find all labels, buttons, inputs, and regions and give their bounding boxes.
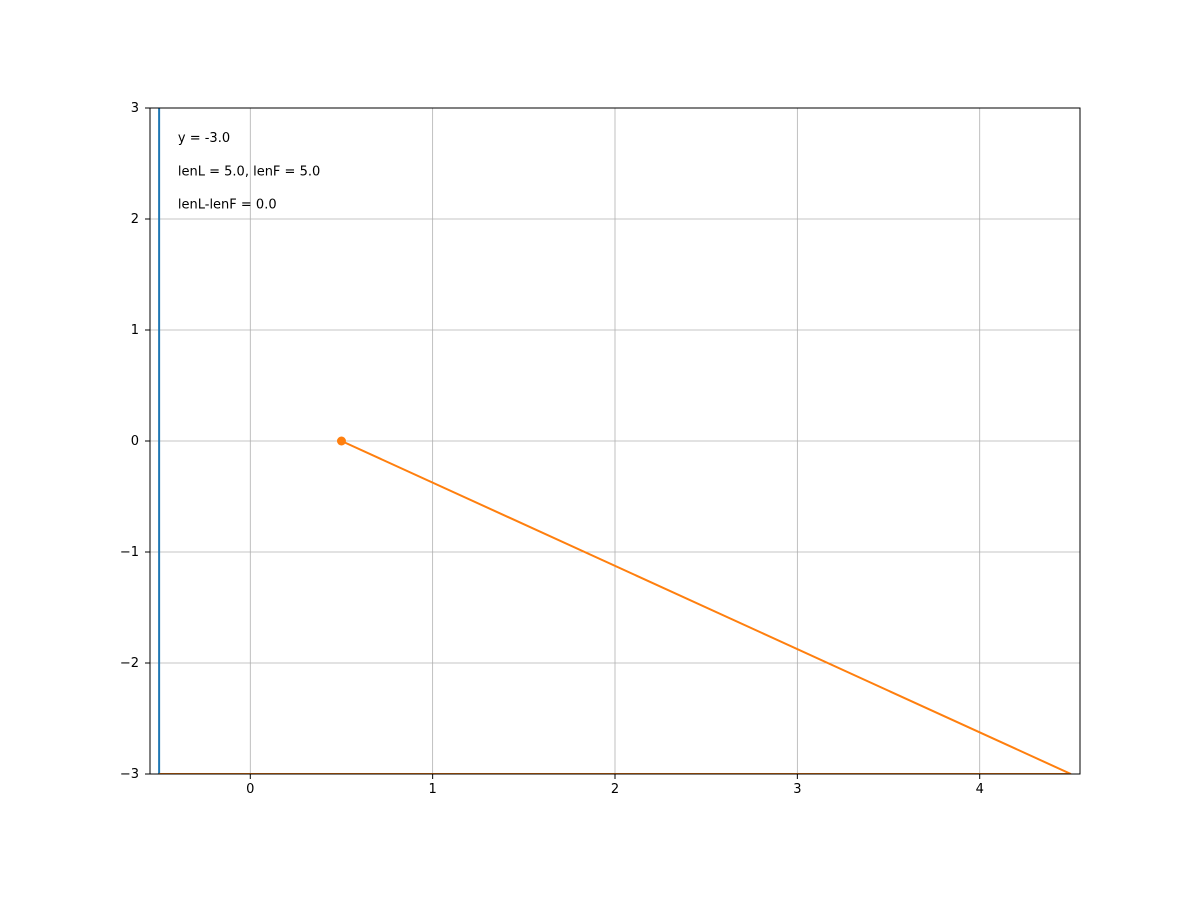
x-tick-label: 2 (611, 782, 619, 797)
y-tick-label: 0 (131, 434, 139, 449)
line-chart: 0 1 2 3 4 −3 −2 −1 0 1 2 3 y = -3.0 lenL = 5.0, lenF … (0, 0, 1200, 900)
annotation-text: lenL-lenF = 0.0 (178, 198, 277, 213)
point-marker (337, 437, 346, 446)
x-tick-label: 0 (246, 782, 254, 797)
y-tick-label: 2 (131, 212, 139, 227)
annotation-text: y = -3.0 (178, 131, 230, 146)
y-tick-label: −3 (120, 767, 139, 782)
y-tick-label: −1 (120, 545, 139, 560)
x-tick-label: 4 (976, 782, 984, 797)
annotation-text: lenL = 5.0, lenF = 5.0 (178, 164, 320, 179)
y-tick-label: 1 (131, 323, 139, 338)
y-tick-label: 3 (131, 101, 139, 116)
y-tick-label: −2 (120, 656, 139, 671)
x-tick-label: 1 (429, 782, 437, 797)
x-tick-label: 3 (793, 782, 801, 797)
